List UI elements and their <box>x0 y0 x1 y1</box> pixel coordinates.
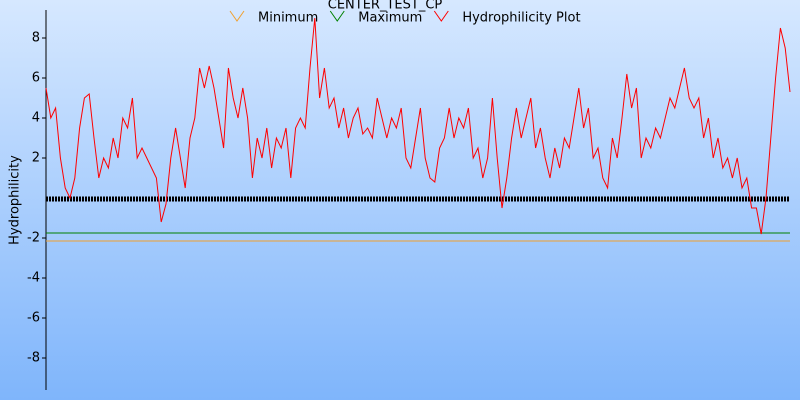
y-tick-label: 6 <box>32 71 40 86</box>
y-axis-label: Hydrophilicity <box>8 155 23 245</box>
y-tick-label: -2 <box>27 231 40 246</box>
y-tick-label: 2 <box>32 151 40 166</box>
legend-label: Maximum <box>358 11 422 26</box>
y-tick-label: -8 <box>27 351 40 366</box>
legend-label: Hydrophilicity Plot <box>462 11 580 26</box>
legend-icon <box>229 10 245 22</box>
legend-icon <box>329 10 345 22</box>
y-tick-label: 4 <box>32 111 40 126</box>
legend-icon <box>433 10 449 22</box>
data-line <box>45 17 791 235</box>
y-tick-label: -4 <box>27 271 40 286</box>
legend-label: Minimum <box>258 11 318 26</box>
y-tick-label: 8 <box>32 31 40 46</box>
y-tick-label: -6 <box>27 311 40 326</box>
chart-title: CENTER_TEST_CP <box>328 0 443 13</box>
